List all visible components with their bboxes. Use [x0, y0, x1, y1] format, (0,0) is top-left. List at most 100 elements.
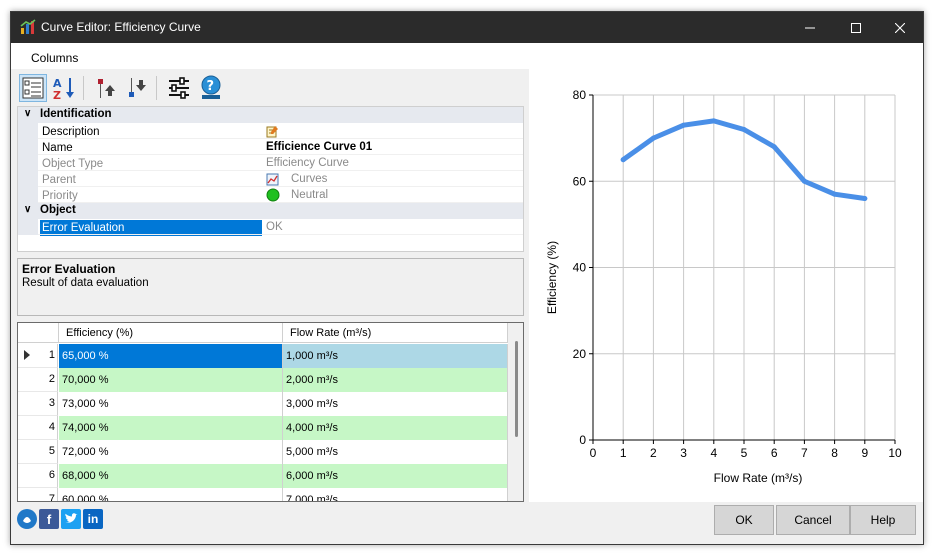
maximize-button[interactable] [833, 12, 879, 43]
chevron-down-icon[interactable]: ∨ [24, 108, 32, 119]
efficiency-cell[interactable]: 68,000 % [59, 464, 283, 488]
table-row[interactable]: 1 65,000 % 1,000 m³/s [18, 344, 508, 368]
svg-text:Z: Z [53, 89, 61, 100]
move-up-button[interactable] [92, 74, 120, 102]
efficiency-cell[interactable]: 74,000 % [59, 416, 283, 440]
category-identification[interactable]: ∨ Identification [18, 107, 523, 123]
table-vertical-scrollbar[interactable] [508, 323, 523, 501]
menu-columns[interactable]: Columns [31, 51, 79, 65]
close-button[interactable] [877, 12, 923, 43]
cancel-button[interactable]: Cancel [776, 505, 850, 535]
facebook-icon[interactable]: f [39, 509, 59, 529]
help-tool-button[interactable]: ? [197, 74, 225, 102]
row-number: 6 [48, 469, 55, 481]
edit-description-icon[interactable] [266, 123, 279, 139]
settings-button[interactable] [165, 74, 193, 102]
property-row-name[interactable]: Name Efficience Curve 01 [18, 139, 523, 155]
row-gutter [18, 139, 38, 155]
column-header-efficiency[interactable]: Efficiency (%) [59, 323, 283, 343]
row-divider [38, 138, 523, 139]
row-divider [38, 186, 523, 187]
efficiency-cell[interactable]: 60,000 % [59, 488, 283, 501]
efficiency-cell[interactable]: 72,000 % [59, 440, 283, 464]
scrollbar-thumb[interactable] [515, 341, 518, 437]
flow-rate-cell[interactable]: 2,000 m³/s [283, 368, 508, 392]
flow-rate-cell[interactable]: 7,000 m³/s [283, 488, 508, 501]
property-row-description[interactable]: Description [18, 123, 523, 139]
x-axis-label: Flow Rate (m³/s) [714, 471, 803, 485]
efficiency-cell[interactable]: 70,000 % [59, 368, 283, 392]
flow-rate-cell[interactable]: 1,000 m³/s [283, 344, 508, 368]
menu-bar: Columns [11, 43, 923, 69]
flow-rate-cell[interactable]: 3,000 m³/s [283, 392, 508, 416]
sliders-icon [169, 77, 189, 99]
ok-button[interactable]: OK [714, 505, 774, 535]
category-label: Identification [40, 108, 112, 120]
app-icon [20, 19, 36, 34]
categorized-list-icon [22, 77, 44, 99]
table-row[interactable]: 2 70,000 % 2,000 m³/s [18, 368, 508, 392]
row-header[interactable]: 4 [18, 416, 58, 440]
row-header[interactable]: 3 [18, 392, 58, 416]
data-point [620, 157, 626, 163]
flow-rate-cell[interactable]: 6,000 m³/s [283, 464, 508, 488]
minimize-icon [805, 27, 815, 28]
sort-az-icon: A Z [53, 77, 74, 100]
row-number: 2 [48, 373, 55, 385]
row-header[interactable]: 6 [18, 464, 58, 488]
efficiency-cell[interactable]: 65,000 % [59, 344, 283, 368]
x-tick-label: 6 [771, 446, 778, 460]
categorized-view-button[interactable] [19, 74, 47, 102]
move-down-button[interactable] [123, 74, 151, 102]
table-row[interactable]: 6 68,000 % 6,000 m³/s [18, 464, 508, 488]
data-point [741, 127, 747, 132]
category-object[interactable]: ∨ Object [18, 203, 523, 219]
x-tick-label: 10 [888, 446, 902, 460]
help-button[interactable]: Help [850, 505, 916, 535]
chevron-down-icon[interactable]: ∨ [24, 204, 32, 215]
data-point [650, 135, 656, 141]
table-row[interactable]: 4 74,000 % 4,000 m³/s [18, 416, 508, 440]
x-tick-label: 4 [710, 446, 717, 460]
table-row[interactable]: 5 72,000 % 5,000 m³/s [18, 440, 508, 464]
help-title: Error Evaluation [22, 262, 116, 276]
current-row-arrow-icon [24, 350, 30, 360]
y-tick-label: 20 [573, 347, 587, 361]
row-number: 5 [48, 445, 55, 457]
column-header-flow-rate[interactable]: Flow Rate (m³/s) [283, 323, 508, 343]
x-tick-label: 3 [680, 446, 687, 460]
row-header[interactable]: 2 [18, 368, 58, 392]
flow-rate-cell[interactable]: 5,000 m³/s [283, 440, 508, 464]
data-point [771, 144, 777, 150]
row-divider [38, 202, 523, 203]
object-type-value: Efficiency Curve [266, 157, 349, 169]
row-header[interactable]: 7 [18, 488, 58, 501]
data-point [801, 178, 807, 184]
table-row[interactable]: 3 73,000 % 3,000 m³/s [18, 392, 508, 416]
twitter-icon[interactable] [61, 509, 81, 529]
row-number: 4 [48, 421, 55, 433]
row-number: 3 [48, 397, 55, 409]
priority-status-icon [266, 187, 286, 203]
efficiency-cell[interactable]: 73,000 % [59, 392, 283, 416]
curves-folder-icon [266, 171, 286, 187]
flow-rate-cell[interactable]: 4,000 m³/s [283, 416, 508, 440]
property-row-error-evaluation[interactable]: Error Evaluation OK [18, 219, 523, 236]
y-axis-label: Efficiency (%) [545, 241, 559, 314]
name-value[interactable]: Efficience Curve 01 [266, 141, 373, 153]
table-row[interactable]: 7 60,000 % 7,000 m³/s [18, 488, 508, 501]
alphabetical-sort-button[interactable]: A Z [50, 74, 78, 102]
x-tick-label: 9 [861, 446, 868, 460]
row-header[interactable]: 1 [18, 344, 58, 368]
x-tick-label: 7 [801, 446, 808, 460]
help-description: Result of data evaluation [22, 277, 149, 289]
property-row-object-type: Object Type Efficiency Curve [18, 155, 523, 171]
row-header[interactable]: 5 [18, 440, 58, 464]
row-gutter [18, 219, 38, 235]
company-logo-icon[interactable] [17, 509, 37, 529]
property-row-parent: Parent Curves [18, 171, 523, 187]
title-bar[interactable]: Curve Editor: Efficiency Curve [11, 12, 923, 43]
y-tick-label: 40 [573, 261, 587, 275]
minimize-button[interactable] [787, 12, 833, 43]
linkedin-icon[interactable]: in [83, 509, 103, 529]
